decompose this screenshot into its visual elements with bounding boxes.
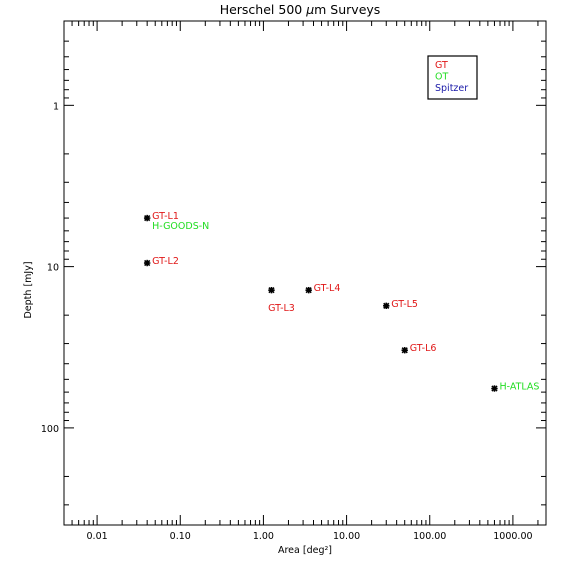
- data-points: [143, 214, 498, 392]
- y-tick-label: 100: [41, 424, 59, 435]
- data-point-marker: [143, 214, 151, 222]
- x-tick-label: 1.00: [253, 531, 274, 542]
- x-tick-label: 0.10: [170, 531, 191, 542]
- data-point-label: H-GOODS-N: [152, 221, 209, 232]
- chart-title-unit-prefix: μ: [305, 2, 314, 17]
- data-point-marker: [383, 302, 390, 310]
- data-point-label: GT-L5: [391, 299, 418, 310]
- legend-box: [427, 55, 478, 100]
- x-tick-label: 0.01: [87, 531, 108, 542]
- legend-entry: Spitzer: [435, 83, 468, 94]
- data-point-label: GT-L3: [268, 303, 295, 314]
- chart-title: Herschel 500 μm Surveys: [220, 2, 381, 17]
- data-point-labels: GT-L1 GT-L2 GT-L3 GT-L4 GT-L5 GT-L6 H-GOODS-N H…: [152, 211, 539, 392]
- axis-ticks: [63, 20, 546, 526]
- data-point-marker: [401, 347, 408, 354]
- data-point-marker: [305, 286, 312, 294]
- data-point-label: GT-L2: [152, 256, 179, 267]
- data-point-marker: [268, 286, 275, 294]
- data-point-label: GT-L6: [410, 343, 437, 354]
- x-axis-label-text: Area [deg²]: [278, 545, 332, 556]
- y-axis-label-text: Depth [mJy]: [23, 261, 34, 318]
- x-tick-label: 10.00: [333, 531, 360, 542]
- chart-title-pre: Herschel 500: [220, 2, 307, 17]
- legend-entry: OT: [435, 72, 448, 83]
- x-tick-label: 1000.00: [493, 531, 532, 542]
- axis-tick-labels: 0.01 0.10 1.00 10.00 100.00 1000.00 1 10 100: [41, 101, 533, 542]
- plot-frame: [63, 20, 547, 526]
- data-point-marker: [491, 385, 498, 392]
- x-tick-label: 100.00: [413, 531, 446, 542]
- data-point-label: GT-L4: [314, 283, 341, 294]
- chart-title-unit-rest: m Surveys: [314, 2, 380, 17]
- y-axis-label: Depth [mJy]: [23, 261, 34, 318]
- data-point-marker: [143, 259, 151, 267]
- y-tick-label: 10: [47, 263, 59, 274]
- x-axis-label: Area [deg²]: [278, 545, 332, 556]
- data-point-label: GT-L1: [152, 211, 179, 222]
- legend-entry: GT: [435, 60, 448, 71]
- y-tick-label: 1: [53, 101, 59, 112]
- data-point-label: H-ATLAS: [499, 382, 539, 393]
